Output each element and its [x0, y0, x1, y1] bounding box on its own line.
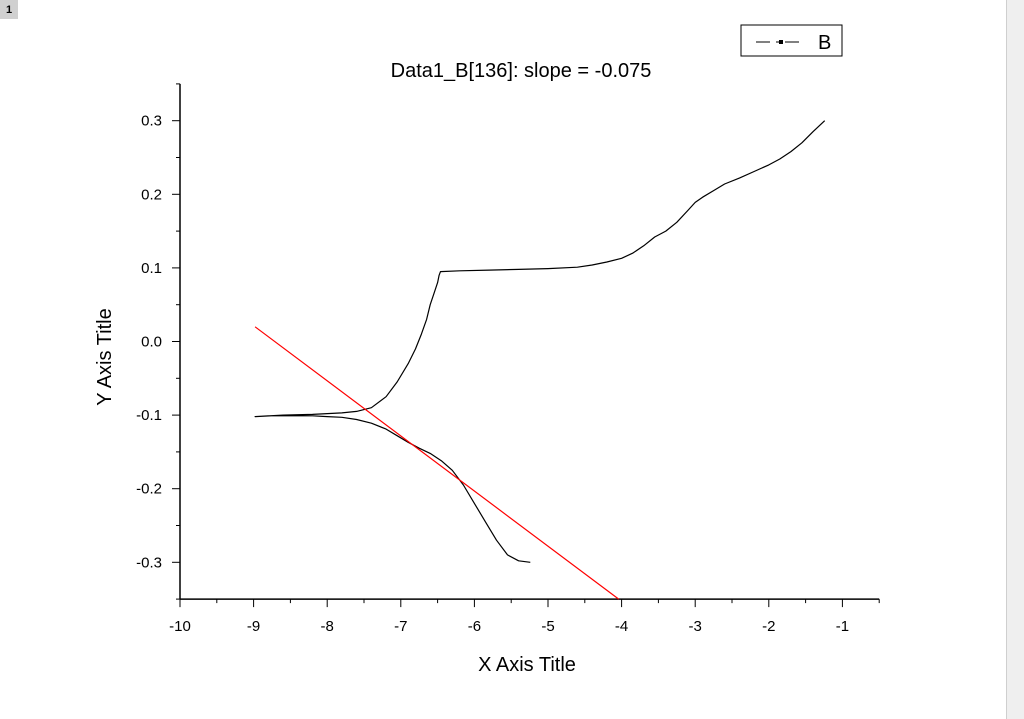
y-tick-label: 0.0 [141, 334, 162, 351]
slope-fit-line [254, 326, 620, 600]
x-tick-label: -2 [762, 618, 775, 635]
x-tick-label: -4 [615, 618, 628, 635]
legend-box [740, 24, 843, 57]
x-tick-label: -1 [836, 618, 849, 635]
chart-title: Data1_B[136]: slope = -0.075 [391, 60, 652, 82]
x-axis-title: X Axis Title [478, 654, 576, 676]
y-tick-label: -0.1 [136, 407, 162, 424]
plot-layer: -10 -9 -8 -7 -6 -5 -4 -3 -2 -1 -0.3 -0.2 -0.1 0.0 0.1 0… [136, 83, 880, 635]
x-tick-label: -9 [247, 618, 260, 635]
x-tick-label: -10 [169, 618, 191, 635]
x-tick-label: -3 [689, 618, 702, 635]
legend: B [740, 24, 843, 57]
x-tick-label: -8 [321, 618, 334, 635]
x-tick-label: -5 [541, 618, 554, 635]
y-tick-label: 0.1 [141, 260, 162, 277]
legend-entry-b: B [818, 32, 831, 54]
y-tick-label: 0.3 [141, 113, 162, 130]
y-tick-label: -0.2 [136, 481, 162, 498]
y-tick-label: 0.2 [141, 186, 162, 203]
x-tick-label: -7 [394, 618, 407, 635]
x-tick-label: -6 [468, 618, 481, 635]
legend-point-marker [779, 40, 783, 44]
y-tick-label: -0.3 [136, 554, 162, 571]
right-window-edge [1006, 0, 1024, 719]
y-axis-title: Y Axis Title [94, 308, 116, 405]
series-b-line [254, 120, 826, 563]
page-tab[interactable]: 1 [0, 0, 18, 19]
